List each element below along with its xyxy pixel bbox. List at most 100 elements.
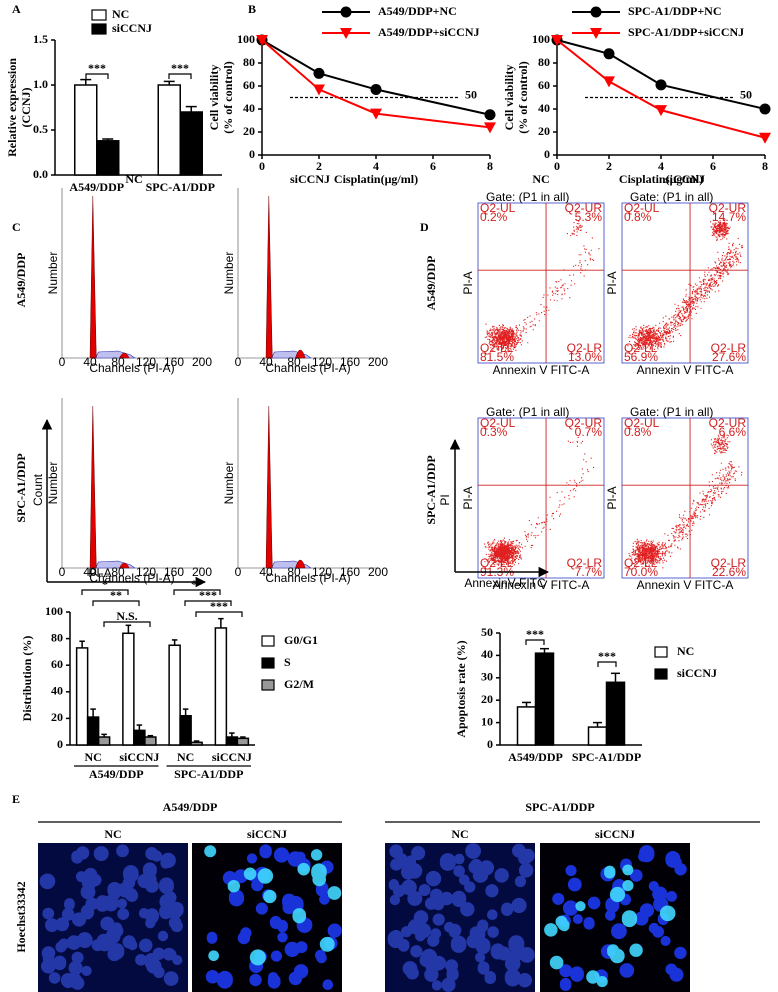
bar [516,706,537,746]
histogram-g2-peak [295,349,306,359]
nuclei [205,844,342,991]
quadrant-percent: 5.3% [575,210,603,224]
histogram-tick-label: 160 [340,355,360,369]
significance-bracket [195,611,243,617]
data-point [603,48,615,60]
significance-label: *** [210,599,228,613]
histogram-x-title: Channels (PI-A) [265,361,350,375]
significance-label: *** [598,649,616,663]
histogram-y-title: Number [222,462,236,505]
y-axis-title: (CCNJ) [19,88,33,128]
scatter-y-title: PI-A [605,486,619,509]
histogram-axes [61,188,202,359]
significance-label: *** [526,627,544,641]
panel-label: C [12,220,21,234]
quadrant-percent: 0.7% [575,425,603,439]
legend-swatch [654,668,668,680]
row-label: SPC-A1/DDP [424,455,438,524]
group-label: A549/DDP [89,767,144,781]
legend-label: siCCNJ [677,666,717,680]
scatter-x-title: Annexin V FITC-A [637,578,734,592]
significance-bracket [103,621,151,627]
histogram-x-title: Channels (PI-A) [265,571,350,585]
legend-marker [590,28,602,39]
quadrant-name: Q2-UL [624,201,660,215]
bar [214,627,228,746]
histogram-tick-label: 200 [368,565,388,579]
y-tick-label: 0 [57,737,63,751]
data-point [655,79,667,91]
x-tick-label: siCCNJ [212,750,252,764]
scatter-dots [484,436,595,568]
histogram-tick-label: 200 [192,565,212,579]
y-axis-title: (% of control) [221,61,235,133]
bar [225,736,239,746]
x-tick-label: NC [84,750,101,764]
series-line [556,39,766,110]
y-axis-title: Apoptosis rate (%) [454,640,468,737]
histogram-tick-label: 0 [59,355,66,369]
y-axis-title: Cell viability [207,65,221,131]
quadrant-name: Q2-LL [480,341,514,355]
quadrant-percent: 0.8% [624,425,652,439]
histogram-x-title: Channels (PI-A) [89,361,174,375]
legend-label: G2/M [284,677,314,691]
histogram-g2-peak [118,352,130,359]
scatter-x-title: Annexin V FITC-A [493,578,590,592]
bar [157,84,181,176]
histogram-y-title: Number [222,252,236,295]
y-tick-label: 0.0 [33,167,48,181]
significance-label: ** [110,588,122,602]
x-tick-label: 2 [606,159,612,173]
x-tick-label: A549/DDP [69,180,124,194]
legend-label: SPC-A1/DDP+siCCNJ [628,25,744,39]
quadrant-name: Q2-UL [480,416,516,430]
histogram-tick-label: 80 [111,565,125,579]
histogram-tick-label: 160 [340,565,360,579]
quadrant-name: Q2-LR [711,341,747,355]
panel-label: A [12,2,21,16]
y-tick-label: 0 [544,147,550,161]
legend-swatch [261,635,275,647]
quadrant-percent: 7.7% [575,565,603,579]
y-tick-label: 0 [487,737,493,751]
quadrant-name: Q2-UR [709,201,747,215]
group-label: A549/DDP [163,800,218,814]
legend-swatch [261,679,275,691]
data-point [256,35,268,46]
group-label: SPC-A1/DDP [174,767,243,781]
y-tick-label: 80 [51,630,63,644]
column-label: siCCNJ [665,172,705,186]
scatter-y-title: PI-A [605,271,619,294]
x-tick-label: 0 [554,159,560,173]
x-tick-label: siCCNJ [119,750,159,764]
gate-label: Gate: (P1 in all) [486,190,569,204]
column-label: NC [104,827,121,841]
series-line [261,39,491,129]
legend-label: S [284,655,291,669]
data-point [313,84,325,96]
histogram-tick-label: 80 [287,355,301,369]
quadrant-percent: 27.6% [712,350,746,364]
legend-label: NC [677,644,694,658]
bar [168,644,181,746]
histogram-tick-label: 40 [83,565,97,579]
significance-bracket [85,73,109,79]
y-tick-label: 10 [481,714,493,728]
y-tick-label: 20 [243,124,255,138]
quadrant-name: Q2-LL [624,556,658,570]
group-label: SPC-A1/DDP [525,800,594,814]
column-label: NC [451,827,468,841]
quadrant-name: Q2-LR [567,556,603,570]
y-tick-label: 80 [538,55,550,69]
bar [190,741,203,746]
histogram-g1-peak [89,195,97,359]
quadrant-percent: 14.7% [712,210,746,224]
column-label: siCCNJ [595,827,635,841]
legend-label: G0/G1 [284,633,318,647]
x-tick-label: 8 [487,159,493,173]
x-tick-label: 8 [762,159,768,173]
legend-swatch [91,23,107,35]
y-tick-label: 40 [51,684,63,698]
bar [587,726,608,746]
